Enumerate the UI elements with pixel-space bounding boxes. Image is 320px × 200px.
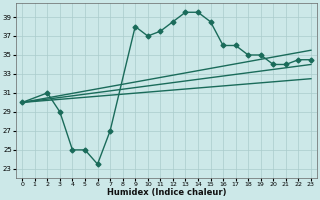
- X-axis label: Humidex (Indice chaleur): Humidex (Indice chaleur): [107, 188, 226, 197]
